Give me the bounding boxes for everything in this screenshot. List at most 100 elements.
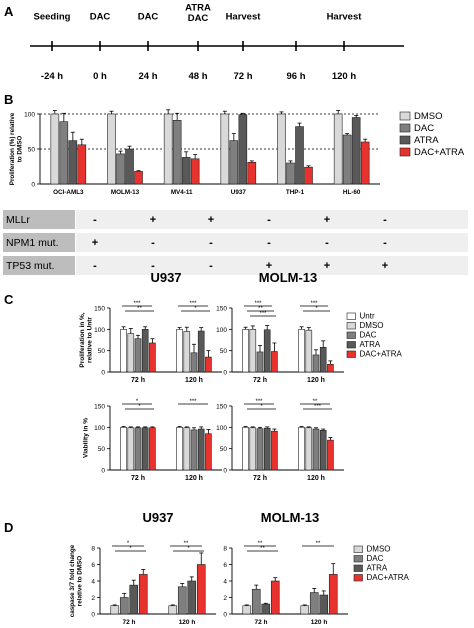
mutation-table: MLLr - + + - + - NPM1 mut. + - - - - - TP53 mut. - - - + + + [3,210,468,275]
bar [342,134,352,185]
chart-title: U937 [150,270,181,285]
y-axis-label: Viability in % [83,418,90,458]
bar [229,140,239,185]
y-tick-label: 50 [28,147,36,154]
y-tick-label: 50 [98,446,106,453]
significance-label: ** [313,399,318,405]
bar [129,584,139,615]
bar [263,329,271,373]
bar [327,364,334,373]
bar [261,603,271,615]
y-tick-label: 100 [94,327,105,334]
significance-label: * [138,404,141,410]
bar [304,166,313,185]
legend-label: DMSO [367,545,391,554]
bar [327,439,334,471]
y-tick-label: 50 [220,446,228,453]
significance-label: ** [258,306,263,312]
bar [181,157,191,185]
timeline-event-label: DAC [138,12,159,23]
y-axis-label: caspase 3/7 fold change [69,544,76,617]
y-tick-label: 0 [223,370,227,377]
legend-swatch [346,350,356,358]
y-axis-label: relative to Untr [86,317,93,363]
timeline-time-label: 48 h [188,71,207,82]
table-cell-value: + [208,214,214,226]
x-tick-label: OCI-AML3 [53,189,84,196]
timeline-event-label: ATRA [185,2,211,13]
bar [77,144,87,185]
x-tick-label: THP-1 [286,189,305,196]
legend-label: DAC [414,123,434,134]
bar [172,120,182,185]
table-row-label: NPM1 mut. [6,237,59,249]
y-tick-label: 0 [223,468,227,475]
bar [163,113,173,185]
y-axis-label: Proliferation in %, [79,312,86,367]
significance-label: * [260,404,263,410]
legend-label: DAC+ATRA [367,573,410,582]
legend-label: DAC+ATRA [360,350,403,359]
significance-label: ** [260,546,265,552]
bar [249,329,257,373]
table-cell-value: - [267,237,271,249]
y-tick-label: 150 [94,306,105,313]
chart-title: MOLM-13 [261,510,320,525]
legend-swatch [399,135,411,145]
significance-label: *** [189,301,197,307]
y-tick-label: 0 [91,612,95,619]
table-cell-value: + [266,260,272,272]
y-tick-label: 0 [101,468,105,475]
table-cell-value: - [383,214,387,226]
y-axis-label: Proliferation (%) relative [9,112,16,185]
significance-label: * [315,306,318,312]
y-tick-label: 150 [216,404,227,411]
bar [242,329,249,373]
legend-swatch [353,574,363,582]
timeline-event-label-group: DAC [90,12,111,23]
bar [149,342,156,373]
bar [141,329,149,373]
bar [177,586,187,615]
y-tick-label: 150 [216,306,227,313]
bar [328,574,338,615]
bar [110,605,120,615]
bar [68,140,78,185]
y-tick-label: 50 [220,348,228,355]
significance-label: *** [314,404,322,410]
bar [305,427,313,471]
bar [190,352,198,373]
table-cell-value: + [382,260,388,272]
bar [183,331,191,373]
significance-label: *** [310,301,318,307]
timeline-event-label: DAC [90,12,111,23]
y-tick-label: 0 [223,612,227,619]
table-cell-value: + [150,214,156,226]
legend-label: DAC+ATRA [414,147,465,158]
bar [271,430,278,471]
timeline-event-label: DAC [188,13,209,24]
x-tick-label: 120 h [179,619,196,626]
bar [196,564,206,615]
chart-d-panels: 0 2 4 6 8 U937 caspase 3/7 fold change relative… [69,510,409,626]
table-cell-value: + [324,214,330,226]
x-tick-label: 72 h [253,475,267,482]
bar [190,429,198,471]
legend-swatch [399,147,411,157]
bar [50,113,60,185]
legend-label: DAC [367,554,384,563]
significance-label: * [129,546,132,552]
bar [298,329,305,373]
timeline-time-label: 96 h [286,71,305,82]
bar [251,588,261,615]
significance-label: *** [255,399,263,405]
bar [249,427,257,471]
bar [238,114,248,185]
significance-label: ** [258,541,263,547]
x-tick-label: MV4-11 [171,189,193,196]
x-tick-label: HL-60 [343,189,361,196]
bar [271,351,278,373]
bar [116,153,125,185]
